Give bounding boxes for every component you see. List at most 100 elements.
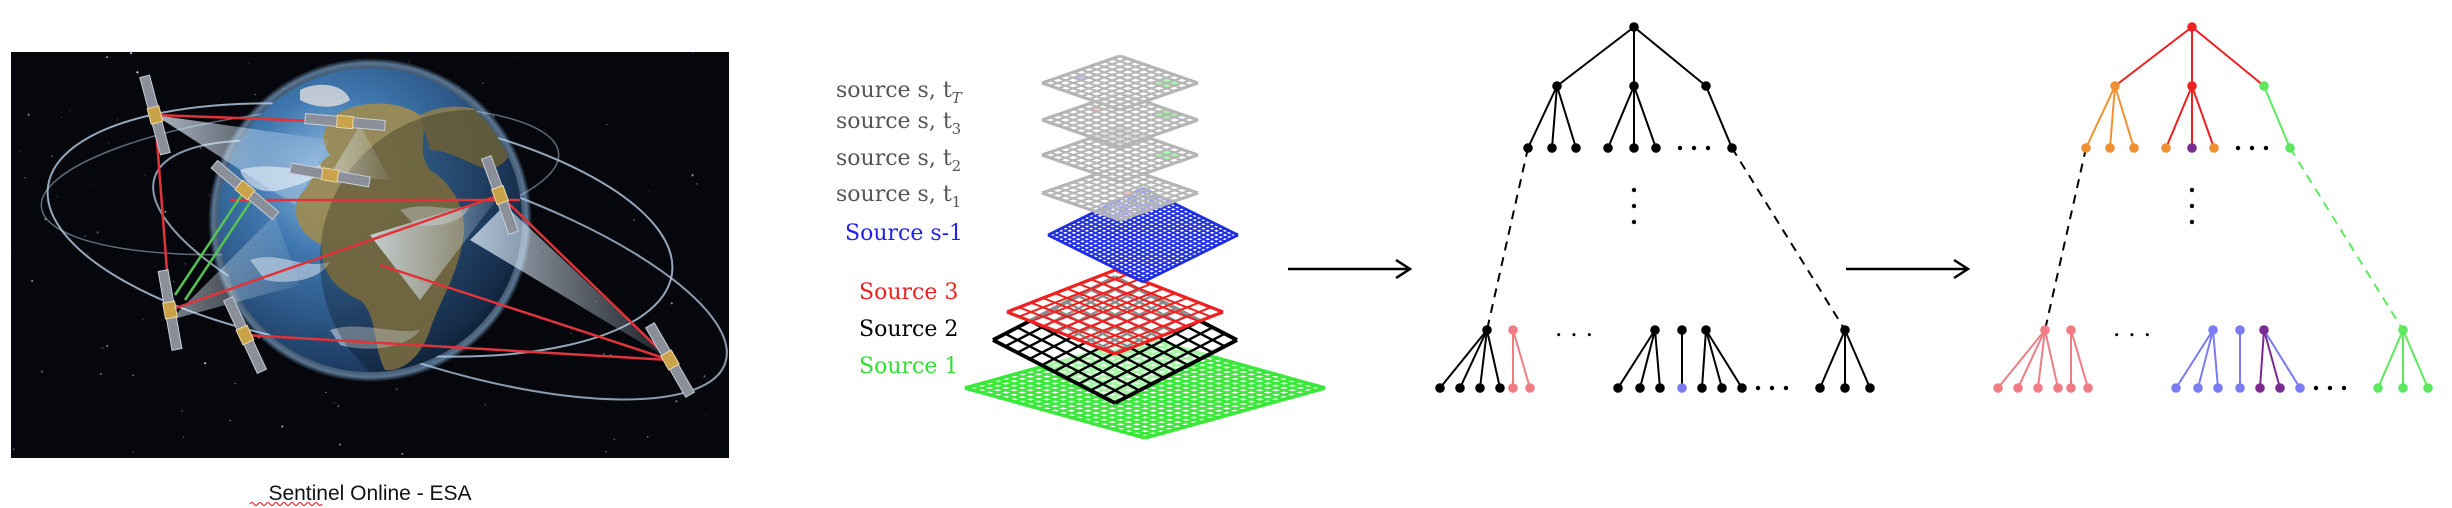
tree-node	[2161, 143, 2171, 153]
star	[192, 244, 194, 245]
tree-node	[1705, 145, 1711, 151]
tree-node	[2213, 383, 2223, 393]
tree-node	[1435, 383, 1445, 393]
tree-node	[2105, 143, 2115, 153]
star	[401, 453, 404, 455]
tree-node	[1677, 325, 1687, 335]
star	[172, 280, 175, 283]
grid-source-3	[1006, 268, 1224, 356]
tree-node	[1755, 385, 1761, 391]
tree-edge	[1439, 329, 1488, 389]
tree-node	[2083, 383, 2093, 393]
sensor-beams	[155, 115, 670, 360]
star	[395, 388, 398, 391]
star	[633, 219, 635, 221]
star	[144, 175, 146, 176]
star	[56, 195, 58, 197]
tree-edge	[2114, 85, 2135, 149]
star	[222, 457, 223, 458]
tree-node	[1840, 383, 1850, 393]
tree-node	[1482, 325, 1492, 335]
star	[40, 370, 44, 373]
arrow-right-1	[1288, 258, 1413, 280]
grid-source-s-tT	[1041, 54, 1199, 112]
star	[87, 252, 89, 255]
star	[408, 61, 410, 63]
star	[101, 346, 104, 349]
star	[61, 117, 63, 118]
label-source-s-t1: source s, t1	[836, 182, 961, 211]
tree-node	[2235, 145, 2241, 151]
tree-node	[2285, 143, 2295, 153]
star	[606, 123, 608, 126]
label-source-s-t3: source s, t3	[836, 109, 961, 138]
satellites	[139, 74, 696, 398]
tree-node	[1552, 81, 1562, 91]
tree-node	[1508, 325, 1518, 335]
tree-node	[1508, 383, 1518, 393]
star	[20, 151, 22, 153]
star	[234, 382, 237, 385]
tree-node	[1840, 325, 1850, 335]
star	[675, 400, 678, 403]
star	[132, 374, 134, 376]
tree-edge	[1551, 85, 1558, 149]
star	[199, 147, 202, 150]
tree-edge	[2377, 329, 2404, 389]
tree-edge	[2037, 329, 2046, 389]
tree-node	[1525, 383, 1535, 393]
star	[91, 184, 93, 186]
tree-node	[2259, 81, 2269, 91]
tree-node	[1475, 383, 1485, 393]
star	[691, 174, 694, 177]
tree-node	[2263, 145, 2269, 151]
star	[337, 405, 340, 407]
tree-edge	[2263, 329, 2281, 389]
tree-edge	[2259, 329, 2265, 389]
tree-node	[2208, 325, 2218, 335]
tree-node	[1701, 81, 1711, 91]
tree-edge	[1486, 329, 1501, 389]
tree-edge	[2109, 85, 2116, 149]
tree-edge	[2165, 85, 2193, 149]
tree-node	[1495, 383, 1505, 393]
star	[254, 93, 257, 96]
star	[11, 249, 12, 251]
tree-edge	[1701, 329, 1707, 389]
star	[516, 57, 518, 59]
tree-node	[1727, 143, 1737, 153]
star	[12, 448, 15, 451]
tree-node	[1677, 145, 1683, 151]
star	[136, 71, 139, 74]
tree-node	[1815, 383, 1825, 393]
tree-node	[1631, 219, 1637, 225]
star	[154, 265, 156, 267]
spellcheck-underline	[249, 501, 323, 507]
star	[696, 183, 698, 185]
tree-edge	[1654, 329, 1661, 389]
tree-node	[2110, 81, 2120, 91]
tree-node	[2398, 383, 2408, 393]
label-source-3: Source 3	[859, 280, 958, 305]
tree-node	[2341, 385, 2347, 391]
star	[106, 56, 108, 59]
tree-node	[1603, 143, 1613, 153]
star	[44, 218, 47, 221]
satellite	[157, 269, 183, 351]
tree-edge	[1705, 329, 1723, 389]
star	[648, 191, 650, 193]
satellite	[304, 112, 386, 132]
star	[248, 62, 249, 64]
tree-node	[1697, 383, 1707, 393]
data-layer-stack	[964, 54, 1326, 440]
tree-node	[2235, 325, 2245, 335]
tree-edge	[1639, 329, 1656, 389]
tree-edge	[2191, 85, 2215, 149]
tree-node	[1613, 383, 1623, 393]
tree-node	[1691, 145, 1697, 151]
tree-edge	[1633, 85, 1657, 149]
tree-edge	[1459, 329, 1488, 389]
tree-node	[1655, 383, 1665, 393]
tree-edge	[2263, 85, 2291, 149]
star	[184, 263, 187, 265]
